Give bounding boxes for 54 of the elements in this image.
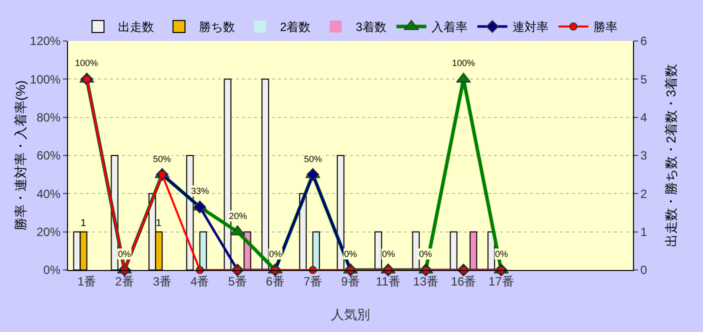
legend-label: 入着率 bbox=[431, 20, 468, 34]
y-tick-label: 120% bbox=[30, 34, 61, 48]
x-tick-label: 5番 bbox=[228, 274, 247, 288]
data-label: 20% bbox=[229, 211, 248, 221]
x-tick-label: 13番 bbox=[413, 274, 439, 288]
data-label: 0% bbox=[419, 249, 432, 259]
y-tick-label: 40% bbox=[36, 186, 61, 201]
y2-tick-label: 4 bbox=[640, 110, 648, 125]
y2-tick-label: 5 bbox=[640, 72, 648, 86]
data-label: 0% bbox=[269, 249, 282, 259]
y-tick-label: 0% bbox=[43, 263, 61, 278]
legend-label: 出走数 bbox=[118, 20, 154, 34]
data-label: 100% bbox=[452, 58, 476, 68]
point bbox=[306, 168, 320, 181]
legend-label: 2着数 bbox=[280, 20, 311, 34]
x-tick-label: 9番 bbox=[341, 274, 360, 288]
x-tick-label: 11番 bbox=[376, 274, 400, 288]
x-tick-label: 6番 bbox=[266, 274, 285, 288]
y-tick-label: 60% bbox=[36, 148, 61, 163]
x-tick-label: 17番 bbox=[488, 274, 514, 288]
x-tick-label: 4番 bbox=[190, 274, 210, 288]
legend-label: 勝ち数 bbox=[199, 20, 235, 34]
x-tick-label: 2番 bbox=[115, 274, 134, 288]
legend-label: 勝率 bbox=[593, 20, 618, 34]
point bbox=[456, 72, 471, 83]
data-label: 0% bbox=[118, 249, 132, 259]
x-tick-label: 1番 bbox=[77, 274, 96, 288]
y-tick-label: 80% bbox=[36, 110, 61, 125]
x-tick-label: 3番 bbox=[152, 274, 172, 288]
y2-axis-title: 出走数・勝ち数・2着数・3着数 bbox=[664, 64, 678, 248]
data-label: 50% bbox=[304, 154, 322, 164]
y2-tick-label: 3 bbox=[640, 148, 648, 163]
point bbox=[230, 225, 245, 236]
x-tick-label: 7番 bbox=[303, 274, 322, 288]
point bbox=[193, 200, 206, 214]
data-label: 33% bbox=[191, 186, 210, 196]
x-axis-title: 人気別 bbox=[331, 307, 370, 322]
y-tick-label: 20% bbox=[36, 225, 61, 240]
y2-tick-label: 6 bbox=[640, 34, 648, 48]
data-label: 0% bbox=[382, 249, 396, 259]
x-tick-label: 16番 bbox=[450, 274, 476, 288]
legend-label: 3着数 bbox=[356, 20, 386, 34]
data-label: 0% bbox=[344, 249, 358, 259]
data-label: 0% bbox=[495, 249, 508, 259]
data-label: 1 bbox=[156, 218, 162, 229]
data-label: 50% bbox=[153, 154, 172, 164]
y2-tick-label: 0 bbox=[640, 263, 648, 278]
y-tick-label: 100% bbox=[30, 72, 61, 86]
y2-tick-label: 1 bbox=[640, 225, 648, 240]
data-label: 1 bbox=[80, 218, 87, 229]
data-label: 100% bbox=[75, 58, 98, 68]
legend-label: 連対率 bbox=[512, 20, 548, 34]
y-axis-title: 勝率・連対率・入着率(%) bbox=[12, 80, 28, 231]
y2-tick-label: 2 bbox=[640, 186, 648, 201]
